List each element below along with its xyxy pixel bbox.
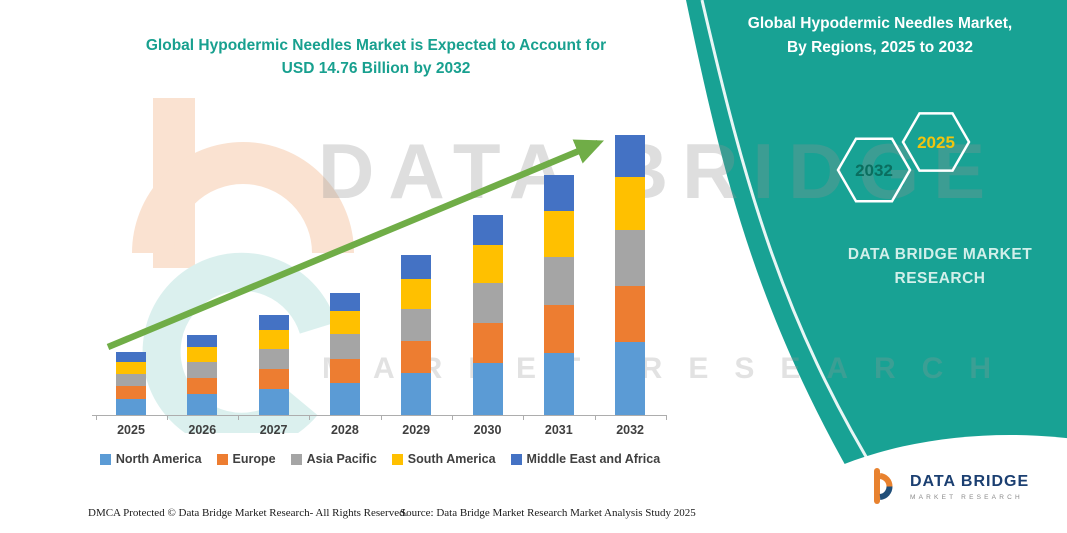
legend-item-north-america: North America [99,452,202,466]
bar-segment-europe-2026 [187,378,218,395]
bar-segment-asia-pacific-2027 [258,349,289,370]
panel-brand-text: DATA BRIDGE MARKET RESEARCH [847,246,1033,288]
teal-swoosh-shape [686,0,1067,533]
bar-segment-europe-2025 [116,386,146,399]
bar-segment-middle-east-and-africa-2032 [615,135,646,177]
bar-segment-europe-2027 [258,369,289,389]
bar-segment-north-america-2025 [116,398,146,415]
bar-segment-middle-east-and-africa-2031 [543,175,574,212]
bar-segment-north-america-2028 [329,383,360,415]
bar-segment-south-america-2027 [258,330,289,350]
bar-segment-south-america-2025 [116,361,146,374]
bar-segment-middle-east-and-africa-2030 [472,215,503,246]
x-axis-tick [594,415,596,420]
x-axis-line [92,415,666,416]
bar-segment-asia-pacific-2031 [543,256,574,305]
year-hexagons: 2032 2025 [836,112,971,203]
x-axis-label-2031: 2031 [544,423,573,437]
bar-segment-asia-pacific-2028 [329,334,360,359]
legend-item-europe: Europe [216,452,276,466]
bar-segment-north-america-2031 [543,352,574,415]
bar-segment-north-america-2029 [401,373,432,415]
x-axis-label-2029: 2029 [402,423,431,437]
chart-legend: North America Europe Asia Pacific South Ame… [80,452,680,466]
x-axis-label-2027: 2027 [259,423,288,437]
legend-swatch [216,453,228,465]
bar-segment-europe-2030 [472,322,503,363]
x-axis-tick [523,415,525,420]
bar-segment-north-america-2026 [187,394,218,415]
brand-logo-title: DATA BRIDGE [910,473,1030,490]
legend-swatch [510,453,522,465]
x-axis-tick [309,415,311,420]
bar-segment-europe-2029 [401,341,432,374]
chart-title: Global Hypodermic Needles Market is Expe… [145,37,607,78]
x-axis-tick [238,415,240,420]
legend-item-south-america: South America [391,452,496,466]
bar-segment-south-america-2029 [401,278,432,310]
x-axis-label-2026: 2026 [188,423,217,437]
bar-segment-middle-east-and-africa-2027 [258,315,289,331]
bar-segment-asia-pacific-2030 [472,282,503,323]
bar-segment-asia-pacific-2026 [187,362,218,379]
bar-segment-europe-2032 [615,286,646,343]
x-axis-tick [665,415,667,420]
bar-segment-asia-pacific-2025 [116,373,146,387]
legend-label: North America [115,452,202,466]
bar-segment-middle-east-and-africa-2028 [329,293,360,312]
brand-logo-icon [874,468,893,504]
white-accent-curve [700,0,882,481]
brand-logo-subtitle: MARKET RESEARCH [910,494,1023,501]
watermark-row-text: MARKET RESEARCH [322,352,1018,385]
logo-watermark-arch [132,142,354,254]
x-axis-label-2025: 2025 [117,423,145,437]
bar-segment-south-america-2032 [615,176,646,231]
trend-arrow-line [106,139,605,351]
x-axis-tick [95,415,97,420]
bar-segment-north-america-2030 [472,363,503,415]
footer-dmca-text: DMCA Protected © Data Bridge Market Rese… [88,507,408,519]
x-axis-tick [166,415,168,420]
hexagon-2025-label: 2025 [917,133,955,152]
panel-heading: Global Hypodermic Needles Market, By Reg… [747,15,1013,57]
bar-segment-middle-east-and-africa-2026 [187,335,218,348]
legend-label: Middle East and Africa [526,452,661,466]
brand-logo: DATA BRIDGE MARKET RESEARCH [868,468,1029,506]
legend-item-asia-pacific: Asia Pacific [290,452,377,466]
bar-segment-middle-east-and-africa-2025 [116,352,146,362]
legend-swatch [99,453,111,465]
legend-item-middle-east-and-africa: Middle East and Africa [510,452,661,466]
legend-swatch [391,453,403,465]
bar-segment-europe-2031 [543,304,574,353]
legend-label: South America [407,452,496,466]
bar-segment-asia-pacific-2032 [615,230,646,287]
footer-source-text: Source: Data Bridge Market Research Mark… [400,507,696,519]
hexagon-2025 [901,112,971,172]
white-bottom-cutout [747,435,1067,533]
hexagon-2032-label: 2032 [855,161,893,180]
bar-segment-asia-pacific-2029 [401,309,432,342]
x-axis-tick [452,415,453,420]
bar-segment-europe-2028 [329,358,360,384]
x-axis-label-2032: 2032 [616,423,644,437]
legend-label: Asia Pacific [306,452,377,466]
bar-segment-north-america-2027 [258,389,289,415]
bar-segment-south-america-2031 [543,211,574,257]
bar-segment-south-america-2030 [472,245,503,283]
logo-watermark-stem [153,98,195,268]
bar-segment-north-america-2032 [615,342,646,415]
legend-label: Europe [232,452,276,466]
bar-segment-middle-east-and-africa-2029 [401,255,432,279]
x-axis-label-2028: 2028 [330,423,359,437]
x-axis-tick [380,415,382,420]
bar-segment-south-america-2028 [329,311,360,335]
x-axis-label-2030: 2030 [473,423,502,437]
bar-segment-south-america-2026 [187,347,218,363]
hexagon-2032 [836,137,912,203]
legend-swatch [290,453,302,465]
